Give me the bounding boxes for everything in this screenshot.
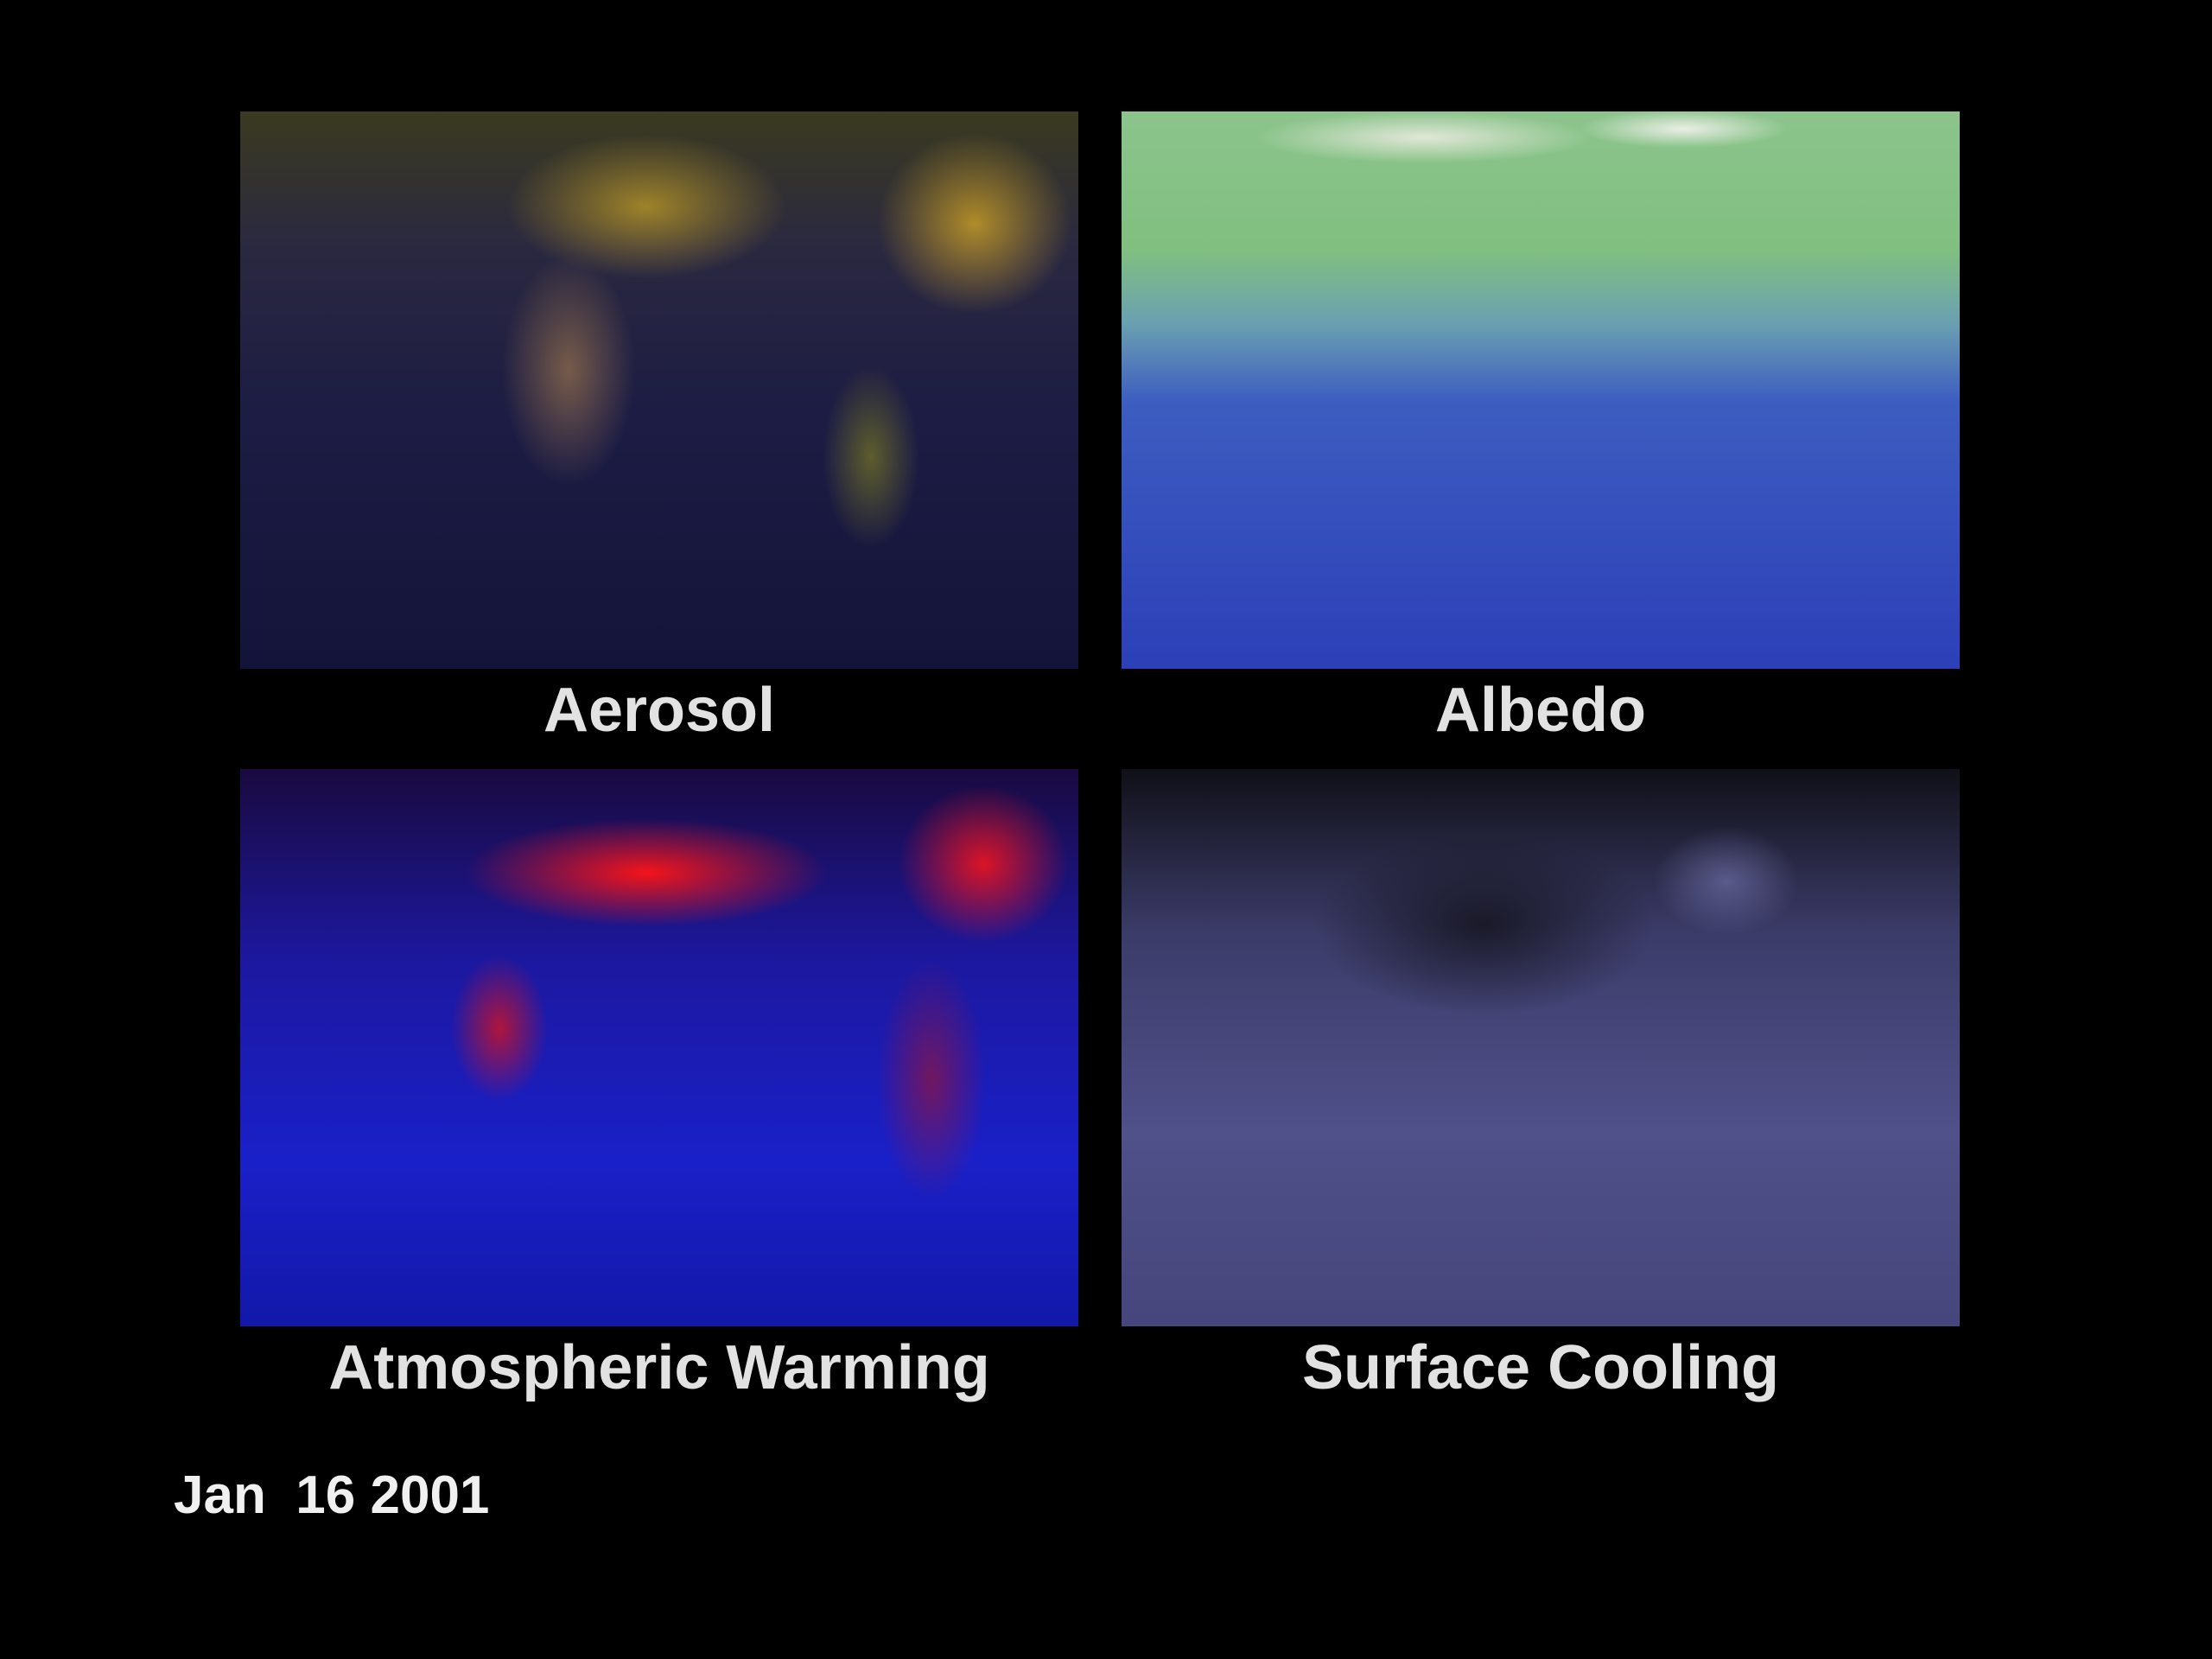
panel-label: Albedo: [1435, 676, 1646, 745]
panel-label: Atmospheric Warming: [328, 1333, 990, 1402]
panel-label: Surface Cooling: [1301, 1333, 1780, 1402]
date-label: Jan 16 2001: [174, 1465, 490, 1525]
aerosol-map: [240, 111, 1078, 669]
cooling-map: [1122, 769, 1960, 1326]
albedo-map: [1122, 111, 1960, 669]
panel-label: Aerosol: [543, 676, 776, 745]
warming-map: [240, 769, 1078, 1326]
